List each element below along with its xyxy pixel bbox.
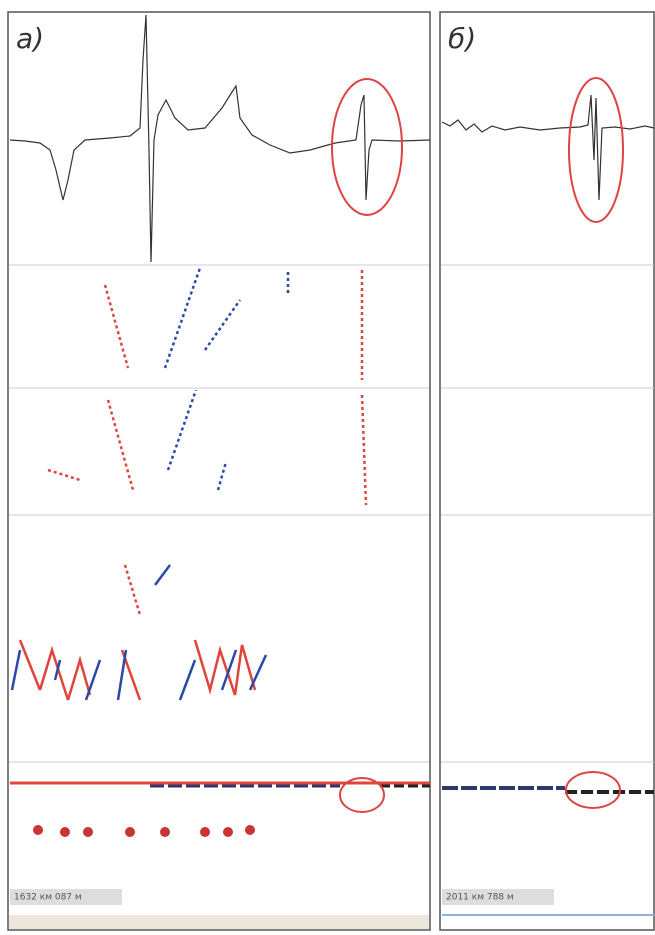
panel-a: а) 1632 км [8, 12, 430, 930]
status-text: 1632 км 087 м [14, 893, 82, 903]
figure: а) 1632 км [0, 0, 655, 935]
panel-label: б) [448, 22, 476, 55]
status-text: 2011 км 788 м [446, 893, 514, 903]
bottom-bar [9, 915, 429, 929]
panel-b: б) 2011 км 788 м [440, 12, 654, 930]
panel-label: а) [16, 22, 44, 55]
panel-frame [8, 12, 430, 930]
